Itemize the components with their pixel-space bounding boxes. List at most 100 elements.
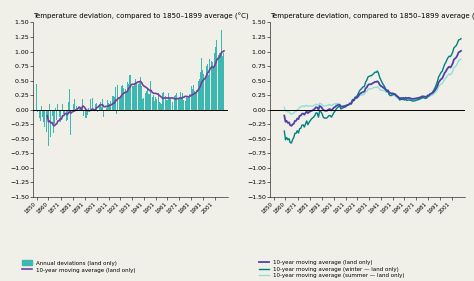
Bar [189, 94, 191, 110]
Bar [148, 94, 149, 110]
Bar [64, 110, 65, 114]
Bar [141, 86, 142, 110]
Text: Temperature deviation, compared to 1850–1899 average (°C): Temperature deviation, compared to 1850–… [270, 13, 474, 20]
Bar [167, 100, 168, 110]
Bar [120, 96, 121, 110]
Bar [193, 85, 194, 110]
Bar [60, 110, 61, 122]
Bar [175, 95, 176, 110]
Bar [57, 104, 58, 110]
Bar [52, 110, 53, 116]
Bar [186, 96, 187, 110]
Bar [70, 110, 72, 135]
Bar [45, 110, 46, 127]
Bar [41, 106, 42, 110]
Legend: 10-year moving average (land only), 10-year moving average (winter — land only),: 10-year moving average (land only), 10-y… [259, 260, 405, 278]
Bar [82, 99, 83, 110]
Bar [221, 30, 222, 110]
Bar [100, 102, 101, 110]
Bar [102, 99, 103, 110]
Bar [59, 110, 60, 117]
Bar [43, 110, 44, 122]
Bar [107, 100, 108, 110]
Bar [206, 66, 207, 110]
Bar [203, 74, 204, 110]
Bar [188, 96, 189, 110]
Bar [166, 100, 167, 110]
Bar [109, 104, 110, 110]
Bar [145, 93, 146, 110]
Bar [86, 110, 87, 118]
Bar [54, 110, 55, 124]
Bar [168, 93, 169, 110]
Bar [194, 91, 195, 110]
Bar [79, 107, 80, 110]
Bar [123, 87, 124, 110]
Bar [214, 53, 215, 110]
Bar [135, 79, 136, 110]
Bar [128, 84, 129, 110]
Bar [156, 99, 157, 110]
Bar [147, 89, 148, 110]
Bar [133, 86, 134, 110]
Bar [176, 93, 177, 110]
Bar [137, 84, 138, 110]
Bar [48, 110, 49, 146]
Bar [213, 67, 214, 110]
Bar [219, 53, 220, 110]
Bar [218, 55, 219, 110]
Bar [38, 110, 39, 118]
Bar [87, 110, 88, 115]
Bar [217, 40, 218, 110]
Bar [88, 108, 89, 110]
Bar [96, 103, 97, 110]
Bar [223, 53, 225, 110]
Bar [142, 99, 143, 110]
Bar [106, 108, 107, 110]
Bar [179, 97, 180, 110]
Bar [129, 75, 130, 110]
Bar [155, 98, 156, 110]
Bar [159, 102, 160, 110]
Bar [37, 110, 38, 112]
Bar [157, 93, 158, 110]
Bar [95, 104, 96, 110]
Bar [208, 75, 209, 110]
Bar [169, 99, 170, 110]
Bar [73, 104, 74, 110]
Bar [110, 101, 111, 110]
Bar [40, 110, 41, 121]
Bar [149, 94, 150, 110]
Bar [98, 110, 99, 112]
Bar [144, 98, 145, 110]
Bar [56, 110, 57, 120]
Bar [199, 80, 200, 110]
Bar [101, 107, 102, 110]
Bar [198, 81, 199, 110]
Bar [114, 98, 115, 110]
Bar [89, 110, 90, 111]
Bar [174, 96, 175, 110]
Bar [150, 81, 152, 110]
Bar [152, 97, 153, 110]
Bar [164, 96, 165, 110]
Bar [50, 110, 51, 137]
Bar [134, 83, 135, 110]
Bar [172, 102, 173, 110]
Bar [80, 107, 81, 110]
Bar [200, 72, 201, 110]
Bar [139, 83, 140, 110]
Bar [36, 84, 37, 110]
Bar [202, 70, 203, 110]
Bar [125, 89, 126, 110]
Bar [140, 77, 141, 110]
Bar [113, 96, 114, 110]
Bar [162, 93, 163, 110]
Bar [122, 85, 123, 110]
Bar [207, 64, 208, 110]
Bar [205, 78, 206, 110]
Bar [187, 98, 188, 110]
Bar [68, 102, 69, 110]
Bar [201, 58, 202, 110]
Bar [126, 92, 127, 110]
